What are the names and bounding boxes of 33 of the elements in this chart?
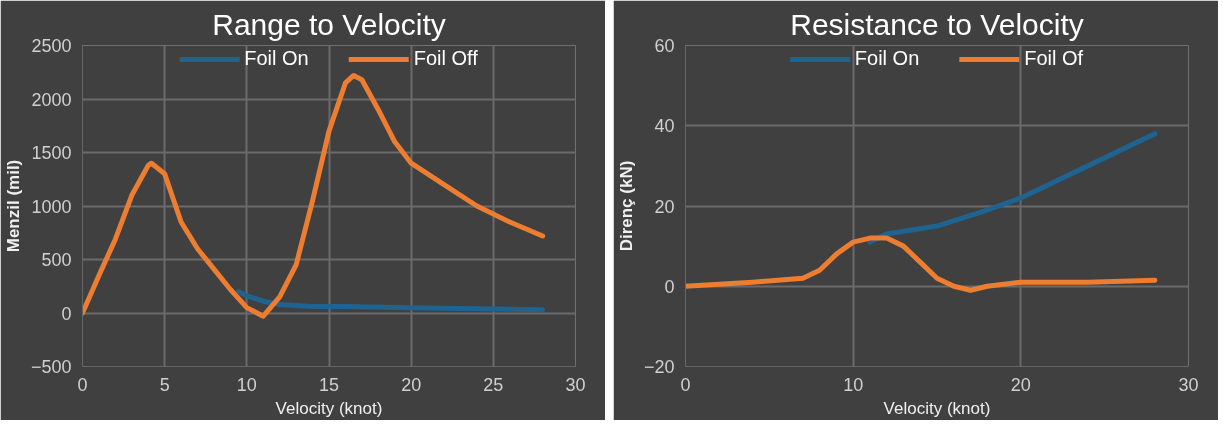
legend-label: Foil On (244, 47, 309, 70)
y-tick-label: 1500 (31, 143, 72, 163)
y-tick-label: 2500 (31, 36, 72, 56)
y-tick-label: 1000 (31, 196, 72, 217)
x-tick-label: 0 (77, 374, 88, 395)
y-tick-label: 0 (664, 276, 675, 297)
chart-title: Resistance to Velocity (790, 7, 1084, 41)
legend-label: Foil Off (413, 47, 478, 70)
x-tick-label: 30 (1178, 374, 1199, 395)
y-tick-label: 60 (654, 36, 675, 56)
x-tick-label: 25 (483, 374, 504, 395)
x-tick-label: 15 (318, 374, 340, 395)
x-tick-label: 30 (565, 374, 586, 395)
y-tick-label: 0 (61, 303, 72, 324)
x-tick-label: 10 (236, 374, 257, 395)
chart-title: Range to Velocity (212, 7, 446, 41)
y-tick-label: 500 (41, 250, 72, 270)
x-axis-title: Velocity (knot) (883, 398, 991, 418)
y-tick-label: 20 (654, 196, 675, 217)
y-tick-label: 40 (654, 116, 675, 137)
legend-label: Foil Of (1024, 47, 1084, 70)
x-tick-label: 0 (680, 374, 691, 395)
legend-label: Foil On (854, 47, 920, 70)
x-axis-title: Velocity (knot) (275, 398, 383, 418)
y-tick-label: −20 (643, 357, 675, 377)
y-axis-title: Direnç (kN) (616, 160, 636, 252)
x-tick-label: 5 (159, 374, 170, 395)
y-axis-title: Menzil (mil) (3, 159, 23, 253)
x-tick-label: 10 (843, 374, 864, 395)
y-tick-label: 2000 (31, 89, 72, 110)
x-tick-label: 20 (401, 374, 422, 395)
y-tick-label: −500 (30, 357, 72, 377)
x-tick-label: 20 (1010, 374, 1031, 395)
